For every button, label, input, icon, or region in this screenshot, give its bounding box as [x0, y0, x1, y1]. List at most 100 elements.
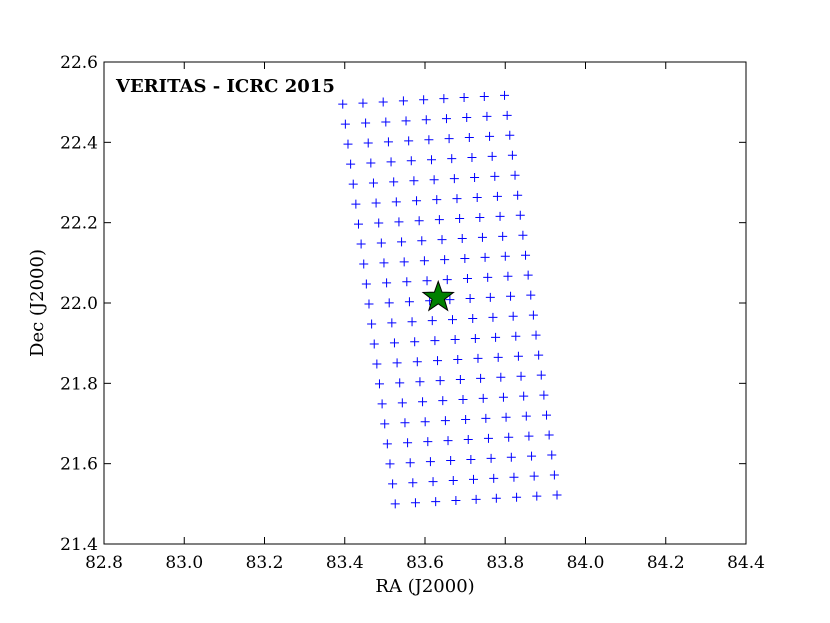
pointing-marker — [442, 275, 452, 285]
pointing-marker — [527, 451, 537, 461]
pointing-marker — [376, 238, 386, 248]
pointing-marker — [432, 195, 442, 205]
pointing-marker — [403, 438, 413, 448]
pointing-marker — [448, 476, 458, 486]
pointing-marker — [404, 297, 414, 307]
pointing-marker — [424, 135, 434, 145]
x-tick-label: 84.2 — [647, 553, 685, 573]
y-tick-label: 21.6 — [60, 455, 98, 475]
pointing-marker — [401, 116, 411, 126]
pointing-marker — [542, 410, 552, 420]
pointing-marker — [493, 352, 503, 362]
pointing-marker — [508, 311, 518, 321]
pointing-marker — [343, 139, 353, 149]
pointing-marker — [505, 130, 515, 140]
pointing-marker — [407, 317, 417, 327]
pointing-marker — [410, 337, 420, 347]
pointing-marker — [358, 98, 368, 108]
pointing-marker — [385, 459, 395, 469]
pointing-marker — [427, 155, 437, 165]
pointing-marker — [518, 230, 528, 240]
pointing-marker — [498, 231, 508, 241]
pointing-marker — [338, 99, 348, 109]
pointing-marker — [488, 312, 498, 322]
pointing-marker — [489, 473, 499, 483]
pointing-marker — [506, 452, 516, 462]
x-tick-label: 83.0 — [165, 553, 203, 573]
pointing-marker — [529, 471, 539, 481]
pointing-marker — [457, 234, 467, 244]
pointing-marker — [531, 330, 541, 340]
pointing-marker — [410, 498, 420, 508]
pointing-marker — [483, 433, 493, 443]
pointing-marker — [536, 370, 546, 380]
pointing-marker — [392, 358, 402, 368]
pointing-marker — [378, 97, 388, 107]
x-axis-label: RA (J2000) — [375, 576, 474, 597]
pointing-marker — [371, 198, 381, 208]
pointing-marker — [539, 390, 549, 400]
pointing-marker — [473, 353, 483, 363]
x-tick-label: 83.4 — [326, 553, 364, 573]
pointing-marker — [405, 458, 415, 468]
x-tick-label: 84.0 — [567, 553, 605, 573]
y-axis: 21.4 21.6 21.8 22.0 22.2 22.4 22.6 — [60, 53, 746, 555]
y-tick-label: 22.0 — [60, 294, 98, 314]
pointing-marker — [435, 376, 445, 386]
x-tick-label: 83.6 — [406, 553, 444, 573]
y-axis-label: Dec (J2000) — [27, 249, 48, 357]
pointing-marker — [528, 310, 538, 320]
pointing-marker — [534, 350, 544, 360]
pointing-marker — [420, 417, 430, 427]
pointing-marker — [388, 479, 398, 489]
pointing-marker — [387, 318, 397, 328]
pointing-marker — [471, 494, 481, 504]
pointing-marker — [381, 117, 391, 127]
pointing-marker — [397, 237, 407, 247]
pointing-marker — [445, 295, 455, 305]
pointing-marker — [478, 393, 488, 403]
source-star-marker — [421, 279, 455, 312]
pointing-marker — [434, 215, 444, 225]
pointing-marker — [419, 95, 429, 105]
pointing-marker — [351, 199, 361, 209]
pointing-marker — [404, 136, 414, 146]
x-axis: 82.8 83.0 83.2 83.4 83.6 83.8 84.0 84.2 84.4 — [85, 62, 765, 573]
x-tick-label: 83.8 — [486, 553, 524, 573]
pointing-marker — [440, 416, 450, 426]
pointing-marker — [521, 411, 531, 421]
pointing-marker — [398, 96, 408, 106]
pointing-marker — [439, 94, 449, 104]
pointing-marker — [383, 137, 393, 147]
pointing-marker — [480, 252, 490, 262]
pointing-marker — [441, 114, 451, 124]
chart-title: VERITAS - ICRC 2015 — [115, 76, 335, 97]
pointing-marker — [449, 174, 459, 184]
pointing-marker — [359, 259, 369, 269]
pointing-marker — [367, 319, 377, 329]
pointing-marker — [544, 430, 554, 440]
pointing-marker — [429, 175, 439, 185]
pointing-marker — [519, 391, 529, 401]
pointing-marker — [428, 477, 438, 487]
pointing-marker — [427, 316, 437, 326]
pointing-marker — [369, 339, 379, 349]
pointing-marker — [395, 378, 405, 388]
pointing-marker — [468, 313, 478, 323]
pointing-marker — [452, 194, 462, 204]
pointing-marker — [503, 271, 513, 281]
pointing-marker — [356, 239, 366, 249]
pointing-marker — [372, 359, 382, 369]
pointing-marker — [482, 111, 492, 121]
pointing-marker — [470, 172, 480, 182]
pointing-marker — [524, 431, 534, 441]
pointing-marker — [512, 492, 522, 502]
markers-layer — [338, 90, 562, 509]
pointing-marker — [487, 151, 497, 161]
pointing-marker — [361, 279, 371, 289]
pointing-marker — [425, 457, 435, 467]
pointing-marker — [506, 291, 516, 301]
pointing-marker — [498, 392, 508, 402]
pointing-marker — [417, 236, 427, 246]
